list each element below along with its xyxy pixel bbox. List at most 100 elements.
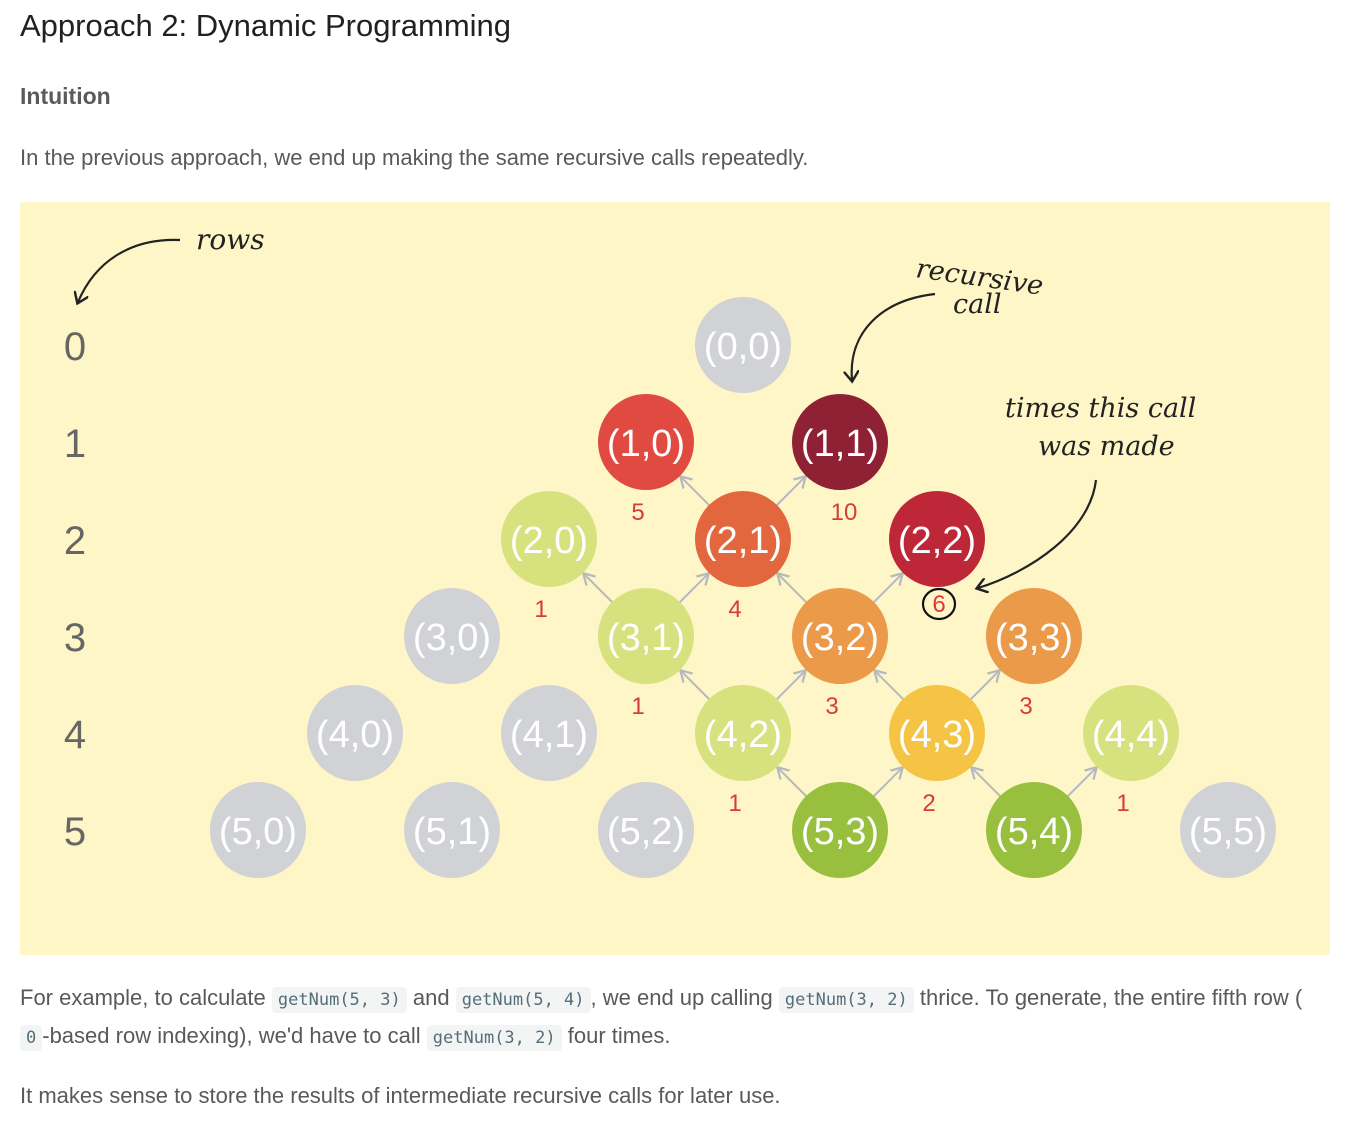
call-edge	[967, 671, 999, 703]
tree-node: (1,0) 5	[598, 394, 694, 526]
example-text-4: thrice. To generate, the entire fifth ro…	[919, 985, 1303, 1010]
row-number-0: 0	[64, 325, 86, 369]
recursive-call-arrow	[852, 292, 936, 380]
section-subheading: Intuition	[20, 83, 111, 109]
call-edge	[773, 671, 805, 703]
node-label: (1,0)	[607, 423, 685, 465]
intro-paragraph: In the previous approach, we end up maki…	[20, 145, 809, 170]
example-text-3: , we end up calling	[590, 985, 773, 1010]
node-label: (3,3)	[995, 617, 1073, 659]
node-circle	[792, 782, 888, 878]
call-edge	[875, 671, 907, 703]
tree-node: (5,3)	[792, 782, 888, 878]
node-label: (3,0)	[413, 617, 491, 659]
times-arrow	[978, 479, 1098, 588]
row-number-5: 5	[64, 810, 86, 854]
tree-node: (4,4) 1	[1083, 685, 1179, 817]
call-count: 6	[932, 591, 945, 618]
node-circle	[404, 782, 500, 878]
call-count: 1	[534, 596, 547, 623]
node-circle	[695, 685, 791, 781]
call-count: 1	[631, 693, 644, 720]
code-getnum-5-3: getNum(5, 3)	[271, 987, 407, 1013]
call-edge	[584, 574, 616, 606]
node-label: (5,2)	[607, 811, 685, 853]
example-paragraph: For example, to calculate getNum(5, 3) a…	[20, 980, 1320, 1056]
recursion-tree-diagram: 0 1 2 3 4 5 (0,0)(1,0)5 (1,1) 10 (2,0) 1 (2,1) 4 (2,…	[64, 223, 1276, 878]
tree-node: (3,2) 3	[792, 588, 888, 720]
node-circle	[986, 588, 1082, 684]
call-count: 4	[728, 596, 741, 623]
rows-arrow	[78, 238, 181, 302]
call-count: 1	[728, 790, 741, 817]
node-label: (4,3)	[898, 714, 976, 756]
count-circle-highlight	[921, 587, 957, 621]
row-number-4: 4	[64, 713, 86, 757]
call-edge	[870, 574, 902, 606]
node-circle	[695, 297, 791, 393]
call-edge	[681, 671, 713, 703]
call-edge	[676, 574, 708, 606]
row-number-3: 3	[64, 616, 86, 660]
node-circle	[210, 782, 306, 878]
node-circle	[889, 685, 985, 781]
code-getnum-3-2-second: getNum(3, 2)	[426, 1025, 562, 1051]
code-zero: 0	[20, 1025, 43, 1051]
node-circle	[598, 588, 694, 684]
node-label: (3,2)	[801, 617, 879, 659]
node-circle	[1083, 685, 1179, 781]
row-number-2: 2	[64, 519, 86, 563]
tree-node: (1,1) 10	[792, 394, 888, 526]
code-getnum-3-2: getNum(3, 2)	[778, 987, 914, 1013]
node-label: (2,1)	[704, 520, 782, 562]
tree-node: (2,2) 6	[889, 491, 985, 618]
conclusion-paragraph: It makes sense to store the results of i…	[20, 1083, 781, 1108]
tree-node: (4,0)	[307, 685, 403, 781]
node-label: (1,1)	[801, 423, 879, 465]
node-label: (5,1)	[413, 811, 491, 853]
tree-node: (4,1)	[501, 685, 597, 781]
call-edge	[778, 768, 810, 800]
tree-node: (0,0)	[695, 297, 791, 393]
call-edge	[1064, 768, 1096, 800]
node-label: (4,1)	[510, 714, 588, 756]
recursion-tree-figure: 0 1 2 3 4 5 (0,0) (1,0) 5 (1,1) 10 (2,0) 1 (2,1) 4 (2,…	[20, 202, 1330, 955]
example-text-6: four times.	[567, 1023, 671, 1048]
node-circle	[1180, 782, 1276, 878]
call-edge	[870, 768, 902, 800]
tree-node: (4,3) 2	[889, 685, 985, 817]
node-circle	[598, 394, 694, 490]
tree-node: (5,4)	[986, 782, 1082, 878]
node-circle	[501, 685, 597, 781]
tree-node: (5,0)	[210, 782, 306, 878]
node-circle	[501, 491, 597, 587]
node-label: (5,3)	[801, 811, 879, 853]
tree-node: (3,3) 3	[986, 588, 1082, 720]
node-label: (5,5)	[1189, 811, 1267, 853]
call-count: 2	[922, 790, 935, 817]
times-label-line2: was made	[1038, 431, 1175, 462]
tree-node: (2,0) 1	[501, 491, 597, 623]
call-count: 10	[831, 499, 858, 526]
node-circle	[986, 782, 1082, 878]
call-edge	[778, 574, 810, 606]
call-count: 1	[1116, 790, 1129, 817]
example-text-1: For example, to calculate	[20, 985, 266, 1010]
node-circle	[695, 491, 791, 587]
rows-label: rows	[196, 223, 265, 256]
row-number-1: 1	[64, 422, 86, 466]
node-label: (2,2)	[898, 520, 976, 562]
call-count: 3	[825, 693, 838, 720]
tree-node: (5,1)	[404, 782, 500, 878]
times-label-line1: times this call	[1005, 393, 1196, 424]
node-circle	[598, 782, 694, 878]
node-circle	[792, 394, 888, 490]
call-edge	[773, 477, 805, 509]
node-circle	[889, 491, 985, 587]
recursive-label-line2: call	[953, 289, 1002, 320]
example-text-2: and	[412, 985, 450, 1010]
node-label: (5,4)	[995, 811, 1073, 853]
node-label: (2,0)	[510, 520, 588, 562]
tree-node: (3,1) 1	[598, 588, 694, 720]
node-circle	[792, 588, 888, 684]
